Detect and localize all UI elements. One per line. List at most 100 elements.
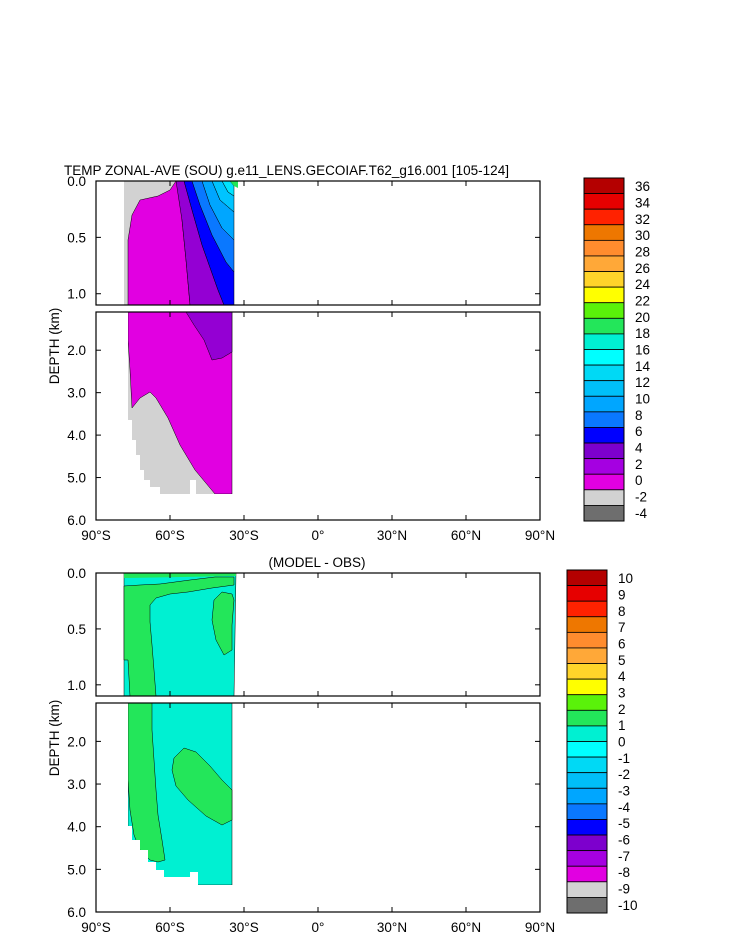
colorbar-label: 36	[635, 179, 650, 194]
colorbar-label: 0	[618, 735, 626, 750]
y-tick-label: 1.0	[67, 678, 86, 693]
y-tick-label: 5.0	[67, 471, 86, 486]
colorbar-swatch	[583, 395, 625, 413]
colorbar-label: -2	[635, 490, 647, 505]
colorbar-label: -3	[618, 784, 630, 799]
colorbar-swatch	[583, 380, 625, 397]
colorbar-label: -2	[618, 767, 630, 782]
colorbar-swatch	[566, 819, 608, 836]
y-tick-label: 0.5	[67, 622, 86, 637]
colorbar-swatch	[566, 569, 608, 586]
colorbar-label: 7	[618, 620, 626, 635]
colorbar-swatch	[583, 442, 625, 460]
colorbar-label: 34	[635, 196, 651, 211]
colorbar-swatch	[566, 694, 608, 711]
y-tick-label: 0.0	[67, 174, 86, 189]
y-tick-label: 0.0	[67, 566, 86, 581]
colorbar-swatch	[566, 787, 608, 805]
y-tick-label: 2.0	[67, 734, 86, 749]
colorbar-frame	[566, 569, 608, 914]
colorbar-swatch	[566, 756, 608, 774]
colorbar-swatch	[566, 647, 608, 664]
colorbar-swatch	[566, 834, 608, 852]
colorbar-swatch	[583, 349, 625, 366]
y-tick-label: 6.0	[67, 513, 86, 528]
colorbar-label: 1	[618, 718, 626, 733]
colorbar-label: 2	[635, 457, 643, 472]
x-tick-label: 0°	[312, 528, 325, 543]
y-tick-label: 5.0	[67, 862, 86, 877]
x-tick-label: 90°S	[81, 920, 110, 935]
colorbar-label: 16	[635, 343, 650, 358]
x-tick-label: 90°S	[81, 528, 110, 543]
colorbar-swatch	[566, 741, 608, 758]
top-title: TEMP ZONAL-AVE (SOU) g.e11_LENS.GECOIAF.…	[64, 163, 509, 178]
colorbar-swatch	[583, 177, 625, 194]
colorbar-swatch	[583, 302, 625, 319]
y-tick-label: 2.0	[67, 343, 86, 358]
colorbar-label: 6	[618, 637, 626, 652]
colorbar-label: 10	[618, 571, 633, 586]
colorbar-swatch	[566, 725, 608, 742]
colorbar-label: 4	[618, 669, 626, 684]
colorbar-label: -8	[618, 865, 630, 880]
colorbar-label: -7	[618, 849, 630, 864]
top-bathymetry-white	[96, 312, 172, 520]
x-tick-label: 30°N	[377, 528, 407, 543]
bottom-region-lower-green2	[171, 747, 233, 826]
colorbar-swatch	[583, 411, 625, 428]
colorbar-swatch	[566, 631, 608, 649]
colorbar-swatch	[566, 616, 608, 633]
colorbar-swatch	[566, 850, 608, 867]
y-tick-label: 4.0	[67, 428, 86, 443]
colorbar-swatch	[566, 663, 608, 680]
y-tick-label: 3.0	[67, 777, 86, 792]
top-lower-fill	[96, 312, 233, 520]
bottom-bathymetry-white2	[172, 872, 232, 912]
colorbar-label: 3	[618, 686, 626, 701]
colorbar-swatch	[566, 709, 608, 727]
bottom-ylabel: DEPTH (km)	[47, 700, 62, 777]
colorbar-swatch	[583, 193, 625, 210]
bottom-axes: 90°S 60°S 30°S 0° 30°N 60°N 90°N 0.0 0.5 1.0 2.0 3.…	[67, 566, 555, 935]
colorbar-label: 12	[635, 375, 650, 390]
top-plot: TEMP ZONAL-AVE (SOU) g.e11_LENS.GECOIAF.…	[47, 163, 651, 543]
colorbar-label: -1	[618, 751, 630, 766]
bottom-region-green-left	[123, 576, 235, 696]
colorbar-label: 26	[635, 261, 650, 276]
x-tick-label: 30°S	[229, 920, 258, 935]
colorbar-swatch	[583, 427, 625, 444]
y-tick-label: 3.0	[67, 386, 86, 401]
colorbar-label: 4	[635, 441, 643, 456]
x-tick-label: 60°S	[155, 528, 184, 543]
colorbar-swatch	[583, 489, 625, 506]
colorbar-label: 22	[635, 294, 650, 309]
colorbar-label: 8	[635, 408, 643, 423]
colorbar-label: 30	[635, 228, 650, 243]
colorbar-label: 32	[635, 212, 650, 227]
colorbar-label: -5	[618, 816, 630, 831]
x-tick-label: 60°S	[155, 920, 184, 935]
colorbar-label: -10	[618, 898, 638, 913]
colorbar-swatch	[566, 881, 608, 898]
colorbar-label: 8	[618, 604, 626, 619]
colorbar-label: -4	[618, 800, 630, 815]
colorbar-swatch	[583, 333, 625, 350]
colorbar-label: 28	[635, 245, 650, 260]
y-tick-label: 0.5	[67, 230, 86, 245]
colorbar-label: -9	[618, 882, 630, 897]
top-axes: 90°S 60°S 30°S 0° 30°N 60°N 90°N 0.0 0.5 1.0 2.0 3.…	[67, 174, 555, 543]
colorbar-swatch	[566, 600, 608, 618]
top-region-cyan2	[221, 181, 235, 197]
bottom-lower-fill	[96, 703, 233, 912]
bottom-bathymetry-white	[96, 703, 172, 912]
colorbar-label: 14	[635, 359, 651, 374]
colorbar-swatch	[583, 364, 625, 382]
colorbar-label: -4	[635, 506, 647, 521]
top-bathymetry-white2	[172, 480, 232, 520]
colorbar-label: 2	[618, 702, 626, 717]
x-tick-label: 30°N	[377, 920, 407, 935]
colorbar-swatch	[583, 286, 625, 304]
colorbar-swatch	[566, 585, 608, 602]
